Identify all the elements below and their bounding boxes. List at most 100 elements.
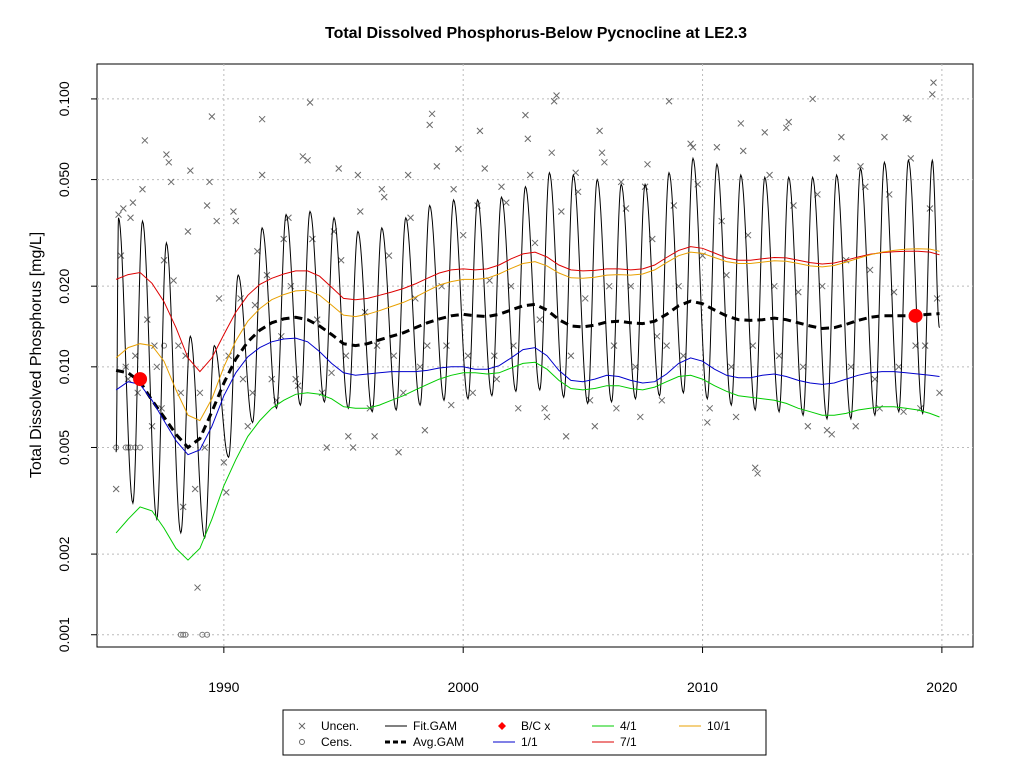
- uncensored-point: [134, 389, 142, 397]
- uncensored-point: [175, 342, 182, 349]
- series-line-10-1: [115, 248, 940, 422]
- uncensored-point: [309, 235, 316, 243]
- legend-item: 1/1: [493, 735, 538, 749]
- censored-point: [161, 342, 168, 349]
- uncensored-point: [148, 422, 156, 430]
- uncensored-point: [689, 143, 697, 151]
- uncensored-point: [548, 149, 556, 157]
- uncensored-point: [591, 422, 599, 430]
- uncensored-point: [151, 342, 158, 349]
- uncensored-point: [277, 332, 285, 340]
- uncensored-point: [215, 295, 223, 302]
- uncensored-point: [502, 199, 510, 207]
- points-layer: [112, 79, 943, 638]
- legend-item: B/C x: [498, 719, 550, 733]
- uncensored-point: [644, 160, 651, 168]
- uncensored-point: [723, 271, 730, 279]
- uncensored-point: [636, 413, 644, 421]
- uncensored-point: [921, 342, 929, 349]
- uncensored-point: [328, 369, 335, 377]
- legend-label: Avg.GAM: [413, 735, 464, 749]
- uncensored-point: [531, 239, 539, 247]
- uncensored-point: [550, 97, 558, 105]
- uncensored-point: [354, 171, 362, 179]
- uncensored-point: [443, 342, 450, 349]
- uncensored-point: [833, 155, 840, 162]
- uncensored-point: [203, 202, 211, 209]
- y-tick-label: 0.100: [56, 81, 72, 116]
- uncensored-point: [653, 332, 661, 340]
- bc-layer: [133, 308, 923, 387]
- uncensored-point: [703, 419, 711, 426]
- uncensored-point: [258, 171, 266, 179]
- series-line-avg-gam: [115, 299, 940, 450]
- uncensored-point: [507, 282, 515, 290]
- uncensored-point: [186, 167, 194, 174]
- uncensored-point: [206, 178, 213, 186]
- y-tick-label: 0.010: [56, 349, 72, 384]
- uncensored-point: [373, 342, 381, 349]
- uncensored-point: [268, 375, 276, 383]
- legend-label: 1/1: [521, 735, 538, 749]
- uncensored-point: [426, 121, 434, 129]
- uncensored-point: [536, 316, 544, 324]
- uncensored-point: [828, 430, 836, 438]
- uncensored-point: [524, 135, 532, 143]
- uncensored-point: [562, 433, 570, 440]
- uncensored-point: [287, 282, 295, 290]
- uncensored-point: [421, 426, 429, 434]
- uncensored-point: [220, 458, 228, 466]
- bc-point: [133, 372, 148, 387]
- uncensored-point: [141, 137, 149, 144]
- y-axis: 0.001 0.002 0.005 0.010 0.020 0.050 0.100: [56, 81, 97, 652]
- uncensored-point: [160, 256, 168, 264]
- uncensored-point: [567, 352, 575, 360]
- uncensored-point: [663, 342, 670, 349]
- uncensored-point: [838, 133, 845, 141]
- uncensored-point: [613, 404, 620, 412]
- uncensored-point: [191, 485, 199, 493]
- uncensored-point: [342, 352, 350, 360]
- uncensored-point: [139, 185, 146, 193]
- uncensored-point: [112, 485, 120, 493]
- censored-point: [125, 444, 132, 451]
- uncensored-point: [395, 448, 402, 456]
- y-tick-label: 0.002: [56, 536, 72, 571]
- uncensored-point: [251, 301, 259, 309]
- uncensored-point: [196, 389, 204, 397]
- uncensored-point: [292, 375, 300, 383]
- uncensored-point: [184, 228, 192, 235]
- uncensored-point: [459, 231, 467, 239]
- legend-label: 4/1: [620, 719, 637, 733]
- uncensored-point: [770, 282, 778, 290]
- uncensored-point: [371, 433, 378, 440]
- uncensored-point: [627, 282, 635, 290]
- uncensored-point: [127, 214, 134, 222]
- uncensored-point: [481, 165, 489, 172]
- uncensored-point: [553, 92, 560, 99]
- grid-layer: [97, 64, 973, 647]
- uncensored-point: [380, 193, 388, 201]
- uncensored-point: [605, 282, 613, 290]
- uncensored-point: [514, 404, 522, 412]
- uncensored-point: [936, 389, 943, 397]
- uncensored-point: [469, 389, 477, 397]
- uncensored-point: [163, 151, 170, 158]
- uncensored-point: [450, 185, 457, 193]
- legend-box: [282, 709, 767, 756]
- lines-layer: [115, 156, 940, 561]
- uncensored-point: [464, 352, 472, 360]
- legend-item: 7/1: [592, 735, 637, 749]
- uncensored-point: [129, 199, 137, 207]
- uncensored-point: [143, 316, 151, 324]
- uncensored-point: [598, 149, 606, 157]
- uncensored-point: [299, 153, 307, 160]
- legend-item: Cens.: [299, 735, 352, 749]
- y-tick-label: 0.020: [56, 268, 72, 303]
- uncensored-point: [306, 99, 314, 106]
- uncensored-point: [761, 129, 769, 136]
- uncensored-point: [739, 147, 747, 155]
- uncensored-point: [158, 404, 165, 412]
- legend-label: Fit.GAM: [413, 719, 457, 733]
- uncensored-point: [115, 211, 122, 218]
